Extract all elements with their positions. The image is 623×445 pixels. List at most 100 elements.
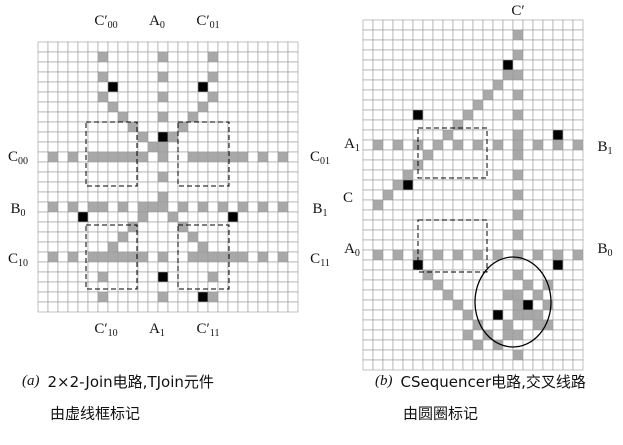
cell xyxy=(148,92,158,102)
cell xyxy=(493,50,503,60)
cell xyxy=(463,40,473,50)
cell xyxy=(553,50,563,60)
cell xyxy=(563,300,573,310)
cell xyxy=(198,252,208,262)
cell xyxy=(453,40,463,50)
cell xyxy=(258,242,268,252)
cell xyxy=(523,110,533,120)
cell xyxy=(453,190,463,200)
cell xyxy=(413,60,423,70)
cell xyxy=(258,212,268,222)
cell xyxy=(473,130,483,140)
cell xyxy=(118,92,128,102)
cell xyxy=(208,292,218,302)
cell xyxy=(553,110,563,120)
cell xyxy=(268,172,278,182)
cell xyxy=(198,42,208,52)
cell xyxy=(563,260,573,270)
cell xyxy=(58,112,68,122)
cell xyxy=(218,112,228,122)
cell xyxy=(198,192,208,202)
cell xyxy=(278,132,288,142)
cell xyxy=(68,122,78,132)
cell xyxy=(288,112,298,122)
cell xyxy=(38,192,48,202)
cell xyxy=(363,190,373,200)
cell xyxy=(88,272,98,282)
cell xyxy=(463,290,473,300)
cell xyxy=(248,112,258,122)
cell xyxy=(88,282,98,292)
cell xyxy=(503,320,513,330)
cell xyxy=(503,50,513,60)
cell xyxy=(413,30,423,40)
cell xyxy=(38,292,48,302)
cell xyxy=(373,80,383,90)
cell xyxy=(533,90,543,100)
cell xyxy=(423,280,433,290)
cell xyxy=(493,220,503,230)
cell xyxy=(78,302,88,312)
cell xyxy=(403,140,413,150)
cell xyxy=(228,212,238,222)
cell xyxy=(268,212,278,222)
cell xyxy=(563,50,573,60)
cell xyxy=(38,162,48,172)
cell xyxy=(188,272,198,282)
cell xyxy=(573,50,583,60)
cell xyxy=(98,262,108,272)
cell xyxy=(403,250,413,260)
cell xyxy=(403,120,413,130)
cell xyxy=(118,302,128,312)
cell xyxy=(158,272,168,282)
cell xyxy=(543,130,553,140)
cell xyxy=(148,132,158,142)
cell xyxy=(533,20,543,30)
cell xyxy=(88,152,98,162)
cell xyxy=(523,90,533,100)
cell xyxy=(208,62,218,72)
cell xyxy=(513,220,523,230)
cell xyxy=(58,92,68,102)
cell xyxy=(268,82,278,92)
cell xyxy=(98,132,108,142)
cell xyxy=(238,232,248,242)
cell xyxy=(38,92,48,102)
right-grid xyxy=(363,20,583,370)
cell xyxy=(433,260,443,270)
cell xyxy=(288,202,298,212)
cell xyxy=(553,210,563,220)
cell xyxy=(513,200,523,210)
cell xyxy=(98,302,108,312)
cell xyxy=(413,210,423,220)
cell xyxy=(483,20,493,30)
cell xyxy=(188,52,198,62)
cell xyxy=(483,310,493,320)
cell xyxy=(238,272,248,282)
cell xyxy=(483,210,493,220)
cell xyxy=(363,30,373,40)
cell xyxy=(453,230,463,240)
port-label: C11 xyxy=(310,251,330,269)
cell xyxy=(433,290,443,300)
cell xyxy=(48,132,58,142)
cell xyxy=(98,212,108,222)
cell xyxy=(118,282,128,292)
cell xyxy=(168,202,178,212)
cell xyxy=(218,52,228,62)
cell xyxy=(208,142,218,152)
cell xyxy=(463,20,473,30)
cell xyxy=(573,40,583,50)
cell xyxy=(363,60,373,70)
cell xyxy=(98,192,108,202)
cell xyxy=(268,282,278,292)
cell xyxy=(278,222,288,232)
cell xyxy=(248,92,258,102)
cell xyxy=(188,122,198,132)
cell xyxy=(98,42,108,52)
cell xyxy=(393,20,403,30)
cell xyxy=(278,262,288,272)
cell xyxy=(48,122,58,132)
cell xyxy=(533,230,543,240)
cell xyxy=(513,50,523,60)
